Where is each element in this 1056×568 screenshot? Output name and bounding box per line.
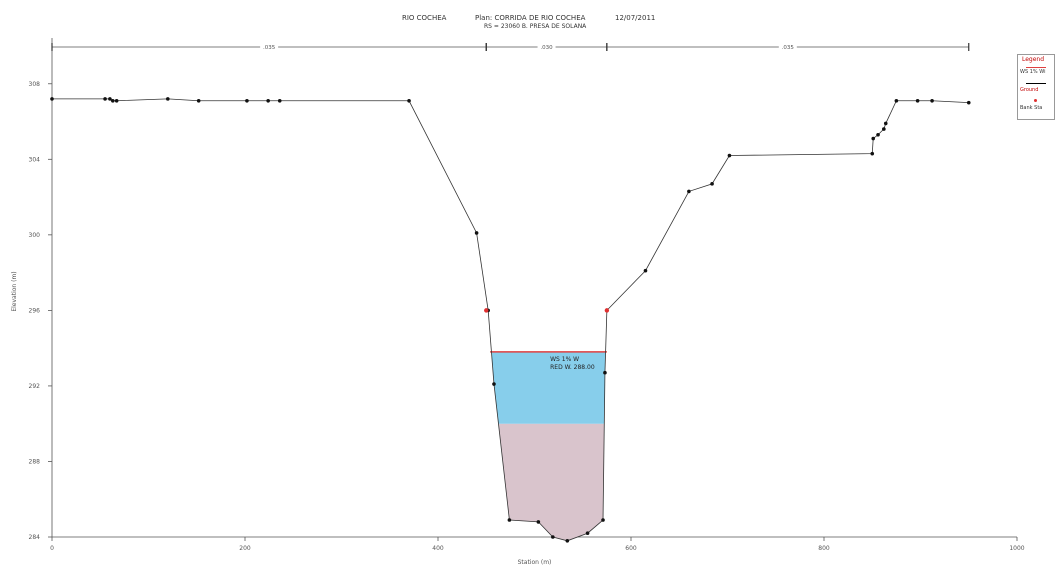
x-tick-label-5: 1000: [1009, 545, 1024, 552]
ground-point-32: [915, 98, 920, 103]
manning-label-1: .030: [540, 45, 553, 51]
ground-point-13: [492, 382, 496, 386]
ground-point-26: [870, 151, 875, 156]
ground-point-16: [551, 535, 555, 539]
legend: Legend WS 1% Wi Ground Bank Sta: [1017, 54, 1055, 120]
x-tick-label-3: 600: [625, 545, 637, 552]
ground-point-9: [277, 98, 282, 103]
y-axis-label: Elevation (m): [11, 271, 18, 311]
y-tick-label-5: 304: [29, 156, 41, 163]
y-tick-label-2: 292: [29, 383, 41, 390]
ground-point-18: [585, 531, 590, 536]
manning-label-bg-1: [537, 43, 556, 51]
ground-point-8: [266, 98, 270, 103]
ground-point-25: [727, 153, 732, 158]
legend-item-bank: Bank Sta: [1020, 105, 1043, 111]
y-tick-label-6: 308: [29, 81, 41, 88]
ground-point-29: [882, 127, 886, 131]
bank-station-1: [604, 308, 610, 313]
chart-title-date: 12/07/2011: [615, 14, 656, 22]
y-tick-label-3: 296: [29, 307, 41, 314]
legend-item-ws: WS 1% Wi: [1020, 69, 1046, 75]
manning-label-bg-0: [260, 43, 279, 51]
y-tick-label-1: 288: [29, 458, 41, 465]
y-tick-label-0: 284: [29, 534, 41, 541]
manning-label-0: .035: [263, 45, 276, 51]
legend-swatch-ws: [1026, 67, 1046, 68]
manning-label-2: .035: [782, 45, 795, 51]
bank-station-0: [484, 308, 489, 313]
ground-point-2: [108, 97, 112, 101]
ground-point-22: [643, 268, 648, 273]
legend-swatch-ground: [1026, 83, 1046, 84]
ground-point-20: [603, 370, 607, 375]
x-tick-label-1: 200: [239, 545, 251, 552]
ground-point-33: [930, 98, 934, 103]
chart-title-plan: Plan: CORRIDA DE RIO COCHEA: [475, 14, 586, 22]
x-tick-label-0: 0: [50, 545, 54, 552]
y-tick-label-4: 300: [29, 232, 41, 239]
ground-point-34: [966, 100, 971, 105]
x-tick-label-4: 800: [818, 545, 830, 552]
ground-point-24: [710, 182, 714, 186]
ground-point-0: [50, 97, 54, 101]
ground-point-5: [166, 97, 170, 101]
ground-point-1: [103, 97, 107, 101]
ground-point-4: [114, 98, 119, 103]
ws-annotation: WS 1% W: [550, 356, 579, 363]
ground-point-6: [196, 98, 201, 103]
fill-lower-region: [498, 423, 605, 541]
chart-title-river: RIO COCHEA: [402, 14, 447, 22]
ground-point-10: [407, 98, 411, 103]
ws2-annotation: RED W. 288.00: [550, 364, 595, 371]
ground-point-31: [894, 98, 899, 103]
legend-title: Legend: [1022, 56, 1045, 63]
ground-point-27: [871, 136, 876, 141]
x-tick-label-2: 400: [432, 545, 444, 552]
ground-point-14: [507, 518, 512, 522]
legend-item-ground: Ground: [1020, 87, 1039, 93]
ground-point-23: [687, 189, 691, 194]
ground-point-19: [601, 518, 605, 522]
ground-point-28: [876, 132, 880, 137]
x-axis-label: Station (m): [518, 559, 552, 566]
chart-subtitle: RS = 23060 B. PRESA DE SOLANA: [484, 23, 587, 30]
ground-point-11: [474, 231, 479, 235]
manning-label-bg-2: [778, 43, 797, 51]
ground-point-3: [110, 98, 115, 103]
fill-water-region: [491, 351, 606, 424]
legend-marker-bank: [1034, 99, 1037, 102]
ground-point-17: [565, 538, 570, 543]
ground-point-30: [883, 121, 888, 126]
ground-point-7: [245, 98, 249, 103]
ground-point-15: [536, 520, 541, 524]
